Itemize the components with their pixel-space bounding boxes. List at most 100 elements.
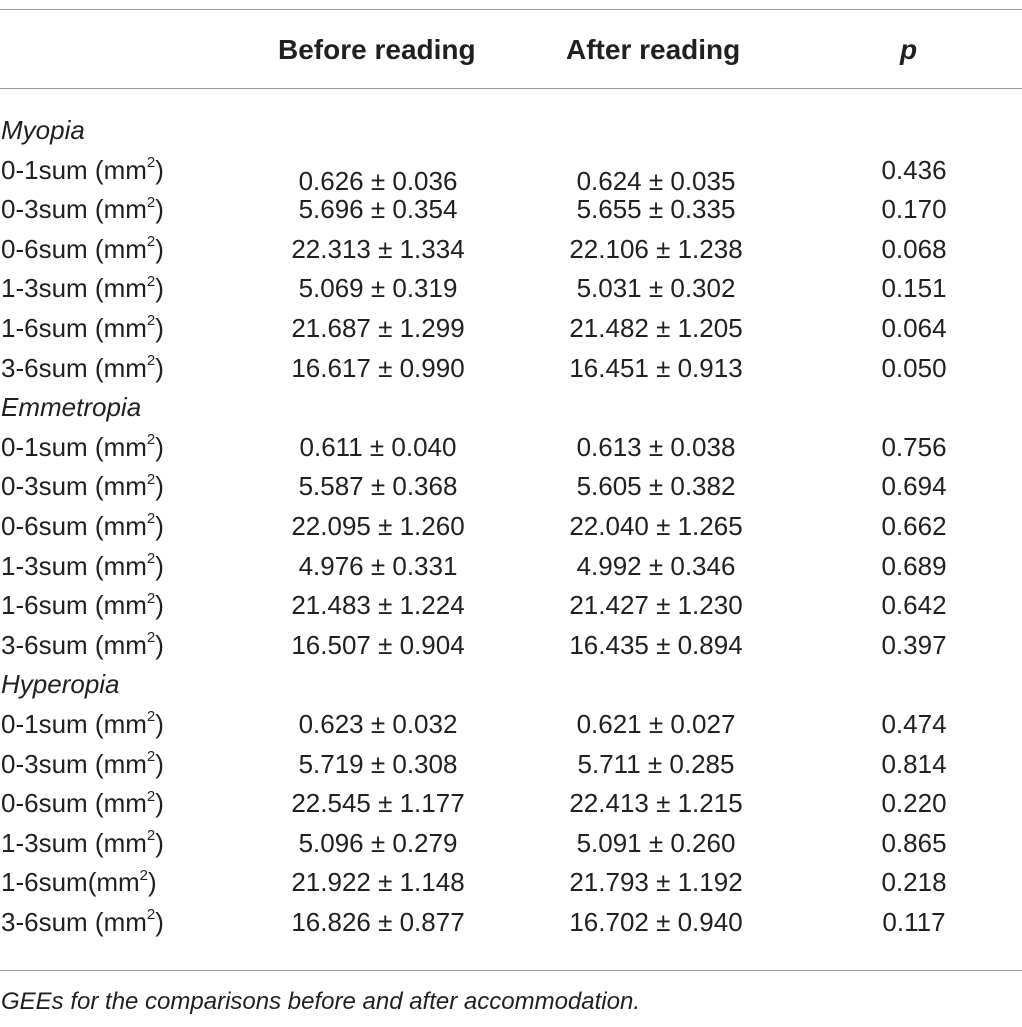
section-title: Myopia (1, 115, 85, 145)
p-value: 0.662 (881, 511, 947, 541)
row-label-text: 0-3sum (mm (1, 748, 147, 779)
row-label-text: 0-1sum (mm (1, 709, 147, 739)
row-label: 1-6sum (mm2) (1, 588, 164, 622)
value-before: 5.069 ± 0.319 (298, 273, 458, 304)
row-label: 0-6sum (mm2) (1, 232, 164, 266)
row-label-text: 0-6sum (mm (1, 511, 147, 541)
row-label-close: ) (155, 590, 164, 621)
row-label-superscript: 2 (146, 787, 156, 805)
value-before: 0.611 ± 0.040 (299, 431, 457, 462)
row-label-text: 0-3sum (mm (1, 471, 147, 502)
row-label-superscript: 2 (146, 312, 156, 330)
p-value: 0.397 (881, 629, 947, 660)
p-value: 0.642 (881, 590, 947, 621)
value-after: 0.621 ± 0.027 (576, 709, 736, 739)
row-label-superscript: 2 (146, 193, 156, 211)
value-after: 5.605 ± 0.382 (576, 471, 736, 502)
value-before: 0.623 ± 0.032 (298, 709, 458, 739)
row-label-superscript: 2 (146, 549, 156, 567)
row-label: 1-3sum (mm2) (1, 271, 164, 305)
row-label-superscript: 2 (146, 510, 156, 528)
row-label: 0-6sum (mm2) (1, 786, 164, 820)
p-value: 0.694 (881, 471, 947, 502)
p-value: 0.689 (881, 550, 947, 581)
value-after: 16.702 ± 0.940 (569, 907, 743, 937)
row-label-close: ) (155, 907, 164, 937)
row-label-text: 1-6sum(mm (1, 867, 140, 898)
value-before: 0.626 ± 0.036 (298, 165, 458, 196)
row-label-superscript: 2 (146, 233, 156, 251)
row-label-text: 1-3sum (mm (1, 550, 147, 581)
row-label-superscript: 2 (139, 866, 149, 884)
row-label-close: ) (155, 709, 164, 739)
row-label: 0-3sum (mm2) (1, 469, 164, 503)
value-after: 22.040 ± 1.265 (569, 511, 743, 541)
row-label: 0-1sum (mm2) (1, 153, 164, 187)
p-value: 0.064 (881, 313, 947, 343)
row-label-text: 3-6sum (mm (1, 629, 147, 660)
row-label-close: ) (155, 550, 164, 581)
header-after-reading: After reading (566, 34, 741, 65)
row-label-superscript: 2 (146, 629, 156, 647)
row-label: 1-6sum(mm2) (1, 865, 157, 899)
value-after: 21.793 ± 1.192 (569, 867, 743, 898)
row-label-text: 3-6sum (mm (1, 907, 147, 937)
row-label-superscript: 2 (146, 589, 156, 607)
row-label-close: ) (155, 352, 164, 383)
table-body: Myopia 0-1sum (mm2) 0.626 ± 0.036 0.624 ± 0… (1, 115, 947, 937)
table-bottom-rule (0, 970, 1022, 971)
section-title: Emmetropia (1, 392, 142, 423)
row-label-superscript: 2 (146, 470, 156, 488)
row-label-close: ) (155, 154, 164, 185)
p-value: 0.756 (881, 431, 947, 462)
value-after: 0.613 ± 0.038 (576, 431, 736, 462)
table-top-rule (0, 9, 1022, 10)
row-label-superscript: 2 (146, 431, 156, 449)
value-before: 22.545 ± 1.177 (291, 788, 465, 819)
value-after: 16.451 ± 0.913 (569, 352, 743, 383)
value-after: 21.482 ± 1.205 (569, 313, 743, 343)
row-label-superscript: 2 (146, 153, 156, 171)
row-label: 0-6sum (mm2) (1, 509, 164, 543)
row-label: 0-3sum (mm2) (1, 747, 164, 781)
row-label-text: 0-1sum (mm (1, 431, 147, 462)
p-value: 0.117 (882, 907, 946, 937)
value-after: 0.624 ± 0.035 (576, 165, 736, 196)
p-value: 0.865 (881, 827, 947, 858)
value-before: 21.922 ± 1.148 (291, 867, 465, 898)
row-label: 1-3sum (mm2) (1, 549, 164, 583)
row-label-superscript: 2 (146, 708, 156, 726)
row-label-text: 0-6sum (mm (1, 788, 147, 819)
row-label-close: ) (155, 471, 164, 502)
p-value: 0.436 (881, 154, 947, 185)
row-label: 0-1sum (mm2) (1, 707, 164, 741)
value-before: 16.507 ± 0.904 (291, 629, 465, 660)
value-after: 22.413 ± 1.215 (569, 788, 743, 819)
value-after: 21.427 ± 1.230 (569, 590, 743, 621)
value-before: 5.719 ± 0.308 (298, 748, 458, 779)
value-before: 22.313 ± 1.334 (291, 233, 465, 264)
row-label-close: ) (155, 629, 164, 660)
p-value: 0.220 (881, 788, 947, 819)
value-before: 21.483 ± 1.224 (291, 590, 465, 621)
table-header-rule (0, 88, 1022, 89)
row-label: 1-3sum (mm2) (1, 826, 164, 860)
row-label-close: ) (155, 273, 164, 304)
p-value: 0.218 (881, 867, 947, 898)
p-value: 0.814 (881, 748, 947, 779)
value-before: 22.095 ± 1.260 (291, 511, 465, 541)
value-before: 5.587 ± 0.368 (298, 471, 458, 502)
row-label: 0-3sum (mm2) (1, 192, 164, 226)
value-after: 5.655 ± 0.335 (576, 194, 736, 225)
row-label: 1-6sum (mm2) (1, 311, 164, 345)
row-label-superscript: 2 (146, 272, 156, 290)
p-value: 0.151 (881, 273, 947, 304)
p-value: 0.474 (881, 709, 947, 739)
header-p-value: p (900, 34, 918, 65)
row-label-close: ) (155, 788, 164, 819)
row-label: 3-6sum (mm2) (1, 351, 164, 385)
value-before: 16.826 ± 0.877 (291, 907, 465, 937)
row-label-close: ) (155, 827, 164, 858)
row-label-superscript: 2 (146, 827, 156, 845)
header-before-reading: Before reading (278, 34, 476, 65)
